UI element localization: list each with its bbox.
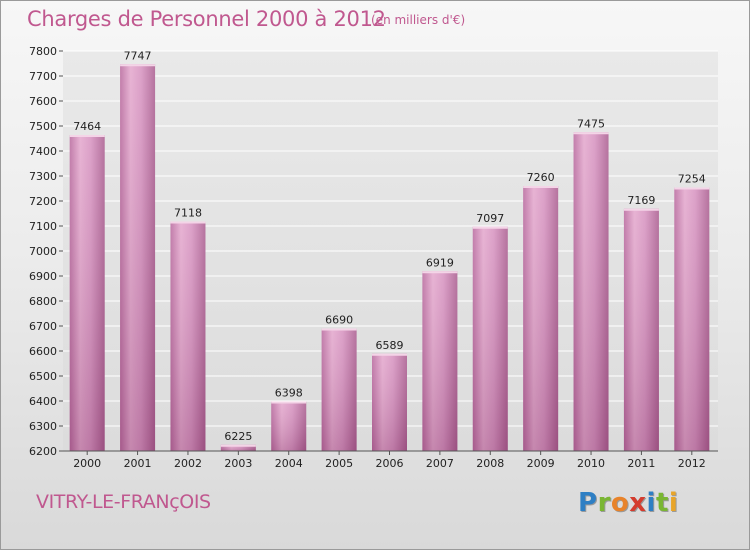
x-tick-label: 2011 [627, 457, 655, 470]
value-label: 7747 [124, 49, 152, 62]
logo-letter: t [655, 488, 669, 518]
bar-shading [523, 186, 559, 451]
bar-shading [623, 208, 659, 451]
bar-shading [321, 328, 357, 451]
x-tick-label: 2006 [376, 457, 404, 470]
bar-shading [573, 132, 609, 451]
value-label: 7097 [476, 212, 504, 225]
logo-letter: i [646, 488, 656, 518]
chart-subtitle: (en milliers d'€) [371, 13, 466, 27]
bar-shading [170, 221, 206, 451]
y-tick-label: 6500 [29, 370, 57, 383]
value-label: 6225 [224, 430, 252, 443]
value-label: 6690 [325, 314, 353, 327]
y-tick-label: 7000 [29, 245, 57, 258]
value-label: 6589 [376, 339, 404, 352]
y-tick-label: 6600 [29, 345, 57, 358]
value-label: 7169 [627, 194, 655, 207]
x-tick-label: 2005 [325, 457, 353, 470]
y-tick-label: 6300 [29, 420, 57, 433]
x-tick-label: 2002 [174, 457, 202, 470]
x-tick-label: 2007 [426, 457, 454, 470]
value-label: 7254 [678, 173, 706, 186]
x-tick-label: 2008 [476, 457, 504, 470]
bar-cap [170, 221, 206, 224]
value-label: 6398 [275, 387, 303, 400]
logo-letter: i [668, 488, 679, 518]
y-tick-label: 7500 [29, 120, 57, 133]
y-tick-label: 7400 [29, 145, 57, 158]
bar-cap [623, 208, 659, 211]
x-tick-label: 2012 [678, 457, 706, 470]
y-tick-label: 7200 [29, 195, 57, 208]
value-label: 7475 [577, 117, 605, 130]
y-tick-label: 6700 [29, 320, 57, 333]
x-tick-label: 2010 [577, 457, 605, 470]
bar-shading [69, 135, 105, 451]
y-tick-label: 6900 [29, 270, 57, 283]
bar-shading [271, 401, 307, 451]
chart-title: Charges de Personnel 2000 à 2012 [27, 7, 386, 31]
y-tick-label: 7100 [29, 220, 57, 233]
y-tick-label: 7300 [29, 170, 57, 183]
bar-cap [674, 187, 710, 190]
y-tick-label: 7700 [29, 70, 57, 83]
bar-shading [472, 226, 508, 451]
bar-cap [472, 226, 508, 229]
bar-cap [120, 64, 156, 67]
x-axis-ticks: 2000 2001 2002 2003 2004 2005 2006 2007 2008 2009… [73, 451, 706, 470]
logo-letter: r [597, 488, 611, 518]
x-tick-label: 2004 [275, 457, 303, 470]
logo-letter: x [629, 488, 647, 518]
y-axis-ticks: 6200 6300 6400 6500 6600 6700 6800 6900 7000 7100… [29, 45, 63, 458]
bar-cap [573, 132, 609, 135]
town-name: VITRY-LE-FRANçOIS [36, 491, 211, 513]
bar-shading [120, 64, 156, 451]
x-tick-label: 2001 [124, 457, 152, 470]
x-tick-label: 2003 [224, 457, 252, 470]
bar-cap [271, 401, 307, 404]
x-tick-label: 2000 [73, 457, 101, 470]
bar-cap [523, 186, 559, 188]
value-label: 7260 [527, 171, 555, 184]
bar-cap [321, 328, 357, 331]
bar-cap [69, 135, 105, 137]
bar-shading [372, 353, 407, 451]
bar-cap [372, 353, 407, 356]
y-tick-label: 6200 [29, 445, 57, 458]
value-label: 7118 [174, 207, 202, 220]
y-tick-label: 6400 [29, 395, 57, 408]
bar-shading [220, 444, 256, 451]
x-tick-label: 2009 [527, 457, 555, 470]
y-tick-label: 7600 [29, 95, 57, 108]
bar-cap [220, 444, 256, 447]
proxiti-logo: Proxiti [578, 488, 678, 518]
bar-cap [422, 271, 458, 274]
y-tick-label: 7800 [29, 45, 57, 58]
y-tick-label: 6800 [29, 295, 57, 308]
value-label: 7464 [73, 120, 101, 133]
bar-shading [674, 187, 710, 451]
bars: 7464 7747 7118 6225 6398 6690 6589 6919 7097 7260… [69, 49, 710, 451]
value-label: 6919 [426, 256, 454, 269]
logo-letter: o [610, 488, 630, 518]
bar-shading [422, 271, 458, 451]
logo-letter: P [578, 488, 598, 518]
